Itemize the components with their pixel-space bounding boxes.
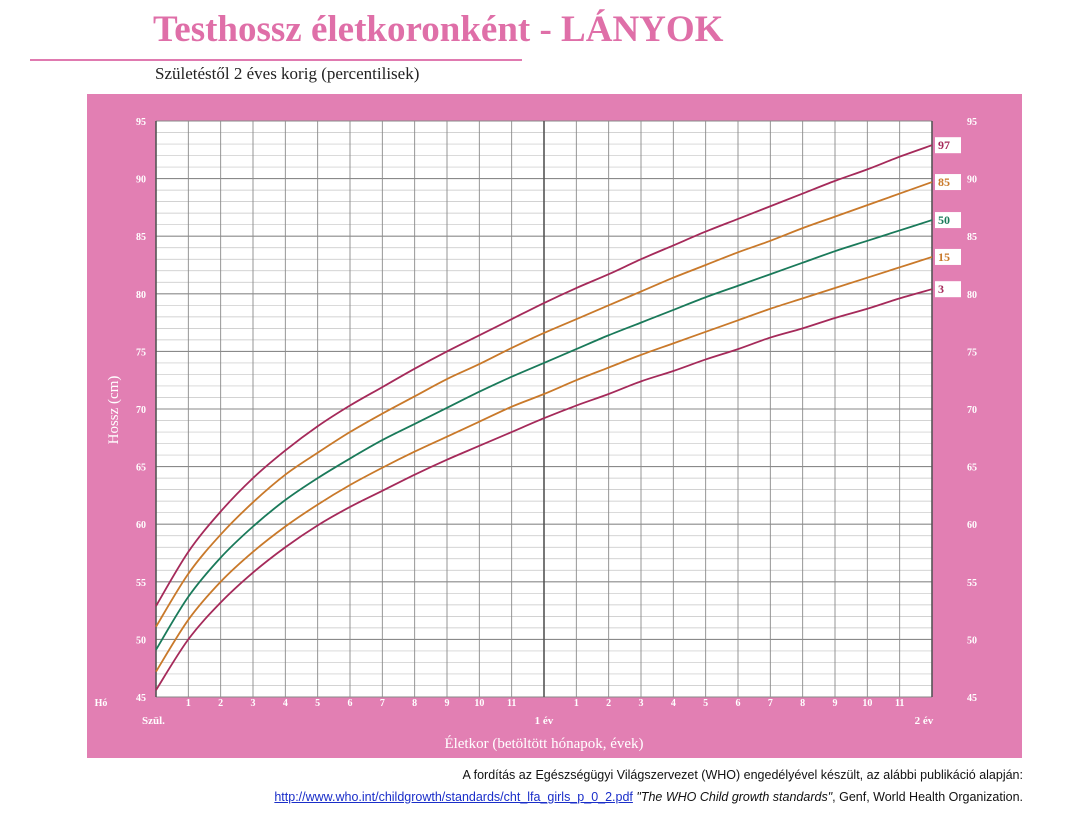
x-tick-label: 8 — [412, 698, 417, 709]
x-tick-label: 6 — [348, 698, 353, 709]
percentile-label-bg — [935, 174, 961, 191]
y-tick-label-right: 85 — [967, 232, 977, 243]
percentile-label-bg — [935, 248, 961, 265]
percentile-label-bg — [935, 281, 961, 298]
x-tick-label: 1 — [574, 698, 579, 709]
y-tick-label-right: 70 — [967, 405, 977, 416]
x-tick-label: 2 — [218, 698, 223, 709]
percentile-label-p3: 3 — [938, 282, 944, 296]
page-subtitle: Születéstől 2 éves korig (percentilisek) — [155, 64, 420, 83]
percentile-label-p15: 15 — [938, 250, 950, 264]
y-tick-label-right: 60 — [967, 520, 977, 531]
x-tick-label: 11 — [895, 698, 904, 709]
title-divider — [30, 59, 522, 61]
x-tick-label: 8 — [800, 698, 805, 709]
x-tick-label: 11 — [507, 698, 516, 709]
y-tick-label-left: 85 — [136, 232, 146, 243]
x-tick-label: 9 — [833, 698, 838, 709]
y-tick-label-left: 55 — [136, 578, 146, 589]
x-year-label: 1 év — [535, 715, 554, 727]
x-tick-label: 3 — [251, 698, 256, 709]
y-tick-label-right: 45 — [967, 693, 977, 704]
y-tick-label-right: 75 — [967, 347, 977, 358]
x-tick-label: 5 — [315, 698, 320, 709]
x-tick-label: 6 — [736, 698, 741, 709]
percentile-curve-p85 — [155, 181, 933, 628]
percentile-curve-p3 — [155, 288, 933, 691]
percentile-label-p50: 50 — [938, 213, 950, 227]
percentile-label-p85: 85 — [938, 175, 950, 189]
y-tick-label-right: 55 — [967, 578, 977, 589]
month-axis-label: Hó — [95, 698, 108, 709]
percentile-curve-p50 — [155, 219, 933, 651]
x-tick-label: 10 — [862, 698, 872, 709]
y-tick-label-left: 65 — [136, 463, 146, 474]
x-year-label: 2 év — [915, 715, 934, 727]
page-title: Testhossz életkoronként - LÁNYOK — [153, 9, 724, 50]
percentile-curve-p15 — [155, 256, 933, 673]
y-tick-label-left: 80 — [136, 290, 146, 301]
percentile-curve-p97 — [155, 144, 933, 607]
y-tick-label-right: 80 — [967, 290, 977, 301]
x-year-label: Szül. — [142, 715, 165, 727]
y-tick-label-left: 75 — [136, 347, 146, 358]
x-tick-label: 5 — [703, 698, 708, 709]
percentile-label-bg — [935, 137, 961, 154]
y-tick-label-left: 60 — [136, 520, 146, 531]
footer-source: http://www.who.int/childgrowth/standards… — [274, 790, 1023, 804]
y-tick-label-left: 50 — [136, 635, 146, 646]
x-tick-label: 7 — [768, 698, 773, 709]
x-tick-label: 2 — [606, 698, 611, 709]
source-link[interactable]: http://www.who.int/childgrowth/standards… — [274, 790, 633, 804]
publication-title: "The WHO Child growth standards" — [636, 790, 833, 804]
y-tick-label-left: 45 — [136, 693, 146, 704]
y-tick-label-left: 90 — [136, 175, 146, 186]
footer-credit: A fordítás az Egészségügyi Világszerveze… — [462, 768, 1024, 782]
x-tick-label: 7 — [380, 698, 385, 709]
y-tick-label-right: 95 — [967, 117, 977, 128]
x-tick-label: 3 — [639, 698, 644, 709]
y-tick-label-left: 70 — [136, 405, 146, 416]
percentile-label-bg — [935, 212, 961, 229]
percentile-label-p97: 97 — [938, 138, 950, 152]
y-tick-label-right: 90 — [967, 175, 977, 186]
y-axis-label: Hossz (cm) — [106, 376, 122, 445]
x-tick-label: 9 — [445, 698, 450, 709]
x-tick-label: 4 — [671, 698, 676, 709]
x-tick-label: 4 — [283, 698, 288, 709]
y-tick-label-right: 50 — [967, 635, 977, 646]
x-axis-label: Életkor (betöltött hónapok, évek) — [444, 735, 643, 752]
x-tick-label: 1 — [186, 698, 191, 709]
y-tick-label-left: 95 — [136, 117, 146, 128]
y-tick-label-right: 65 — [967, 463, 977, 474]
x-tick-label: 10 — [474, 698, 484, 709]
footer-rest: , Genf, World Health Organization. — [832, 790, 1023, 804]
